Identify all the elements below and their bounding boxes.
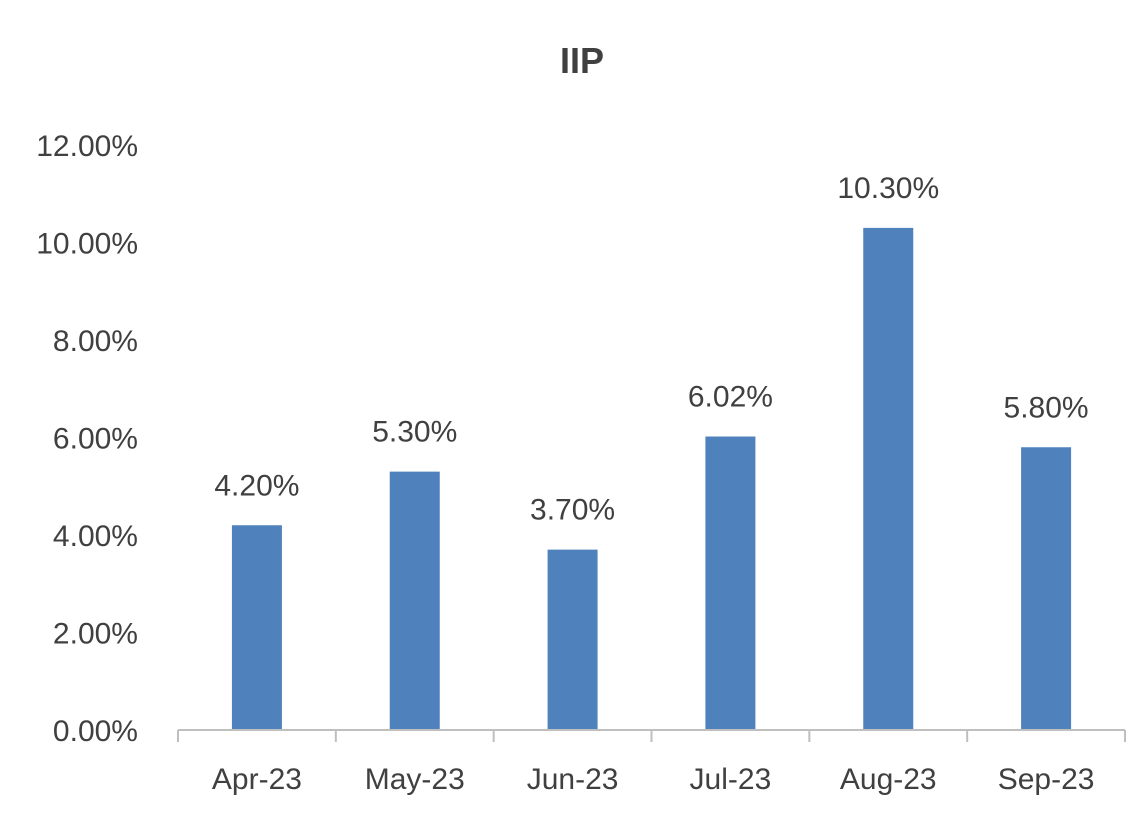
data-label: 4.20% xyxy=(214,469,299,502)
bar-jul-23 xyxy=(705,436,756,730)
x-tick-label: Jul-23 xyxy=(690,763,772,796)
x-tick-label: Aug-23 xyxy=(840,763,937,796)
bar-sep-23 xyxy=(1021,447,1072,730)
y-axis-ticks: 0.00% 2.00% 4.00% 6.00% 8.00% 10.00% 12.00% xyxy=(36,130,138,748)
data-label: 10.30% xyxy=(837,172,939,205)
x-axis-ticks: Apr-23 May-23 Jun-23 Jul-23 Aug-23 Sep-23 xyxy=(212,763,1095,796)
bar-apr-23 xyxy=(231,525,282,730)
data-label: 5.30% xyxy=(372,416,457,449)
y-tick-label: 8.00% xyxy=(53,325,138,358)
bar-may-23 xyxy=(389,471,440,730)
y-tick-label: 4.00% xyxy=(53,520,138,553)
x-tick-label: May-23 xyxy=(365,763,465,796)
y-tick-label: 2.00% xyxy=(53,618,138,651)
bar-aug-23 xyxy=(863,227,914,730)
bars-group xyxy=(231,227,1072,730)
y-tick-label: 10.00% xyxy=(36,228,138,261)
y-tick-label: 12.00% xyxy=(36,130,138,163)
x-tick-label: Sep-23 xyxy=(998,763,1095,796)
data-label: 5.80% xyxy=(1004,391,1089,424)
bar-jun-23 xyxy=(547,549,598,730)
y-tick-label: 0.00% xyxy=(53,715,138,748)
x-axis xyxy=(177,729,1126,742)
data-labels-group: 4.20% 5.30% 3.70% 6.02% 10.30% 5.80% xyxy=(214,172,1088,527)
data-label: 3.70% xyxy=(530,494,615,527)
y-tick-label: 6.00% xyxy=(53,423,138,456)
chart-title: IIP xyxy=(560,40,604,81)
x-tick-label: Apr-23 xyxy=(212,763,302,796)
x-tick-label: Jun-23 xyxy=(527,763,619,796)
data-label: 6.02% xyxy=(688,381,773,414)
